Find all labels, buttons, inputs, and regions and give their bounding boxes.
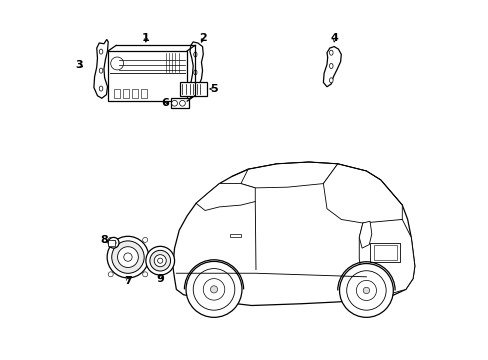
Circle shape (356, 280, 376, 301)
Circle shape (210, 286, 217, 293)
Text: 4: 4 (330, 33, 338, 43)
Bar (108, 51, 187, 101)
Circle shape (108, 272, 113, 277)
Circle shape (110, 57, 123, 70)
Circle shape (117, 247, 138, 267)
Text: 8: 8 (100, 235, 107, 245)
Text: 5: 5 (210, 84, 217, 94)
Ellipse shape (329, 63, 332, 68)
Bar (131, 89, 138, 98)
Polygon shape (172, 162, 414, 306)
Polygon shape (188, 42, 203, 98)
Polygon shape (241, 162, 337, 188)
Bar (230, 234, 241, 237)
Polygon shape (359, 220, 414, 297)
Bar (171, 98, 188, 108)
Ellipse shape (99, 49, 102, 54)
Bar (108, 240, 115, 246)
Circle shape (346, 271, 386, 310)
Circle shape (193, 269, 234, 310)
Polygon shape (359, 221, 371, 248)
Bar (122, 89, 129, 98)
Circle shape (107, 236, 148, 278)
Circle shape (150, 250, 170, 271)
Circle shape (145, 246, 174, 275)
Bar (140, 89, 147, 98)
Circle shape (142, 272, 147, 277)
Text: 9: 9 (156, 274, 164, 284)
Polygon shape (94, 40, 108, 98)
Circle shape (108, 237, 119, 248)
Circle shape (157, 258, 163, 263)
Text: 6: 6 (161, 98, 168, 108)
Bar (373, 245, 396, 260)
Polygon shape (323, 46, 341, 87)
Circle shape (108, 237, 113, 242)
Polygon shape (196, 184, 255, 211)
Text: 7: 7 (124, 276, 132, 286)
Circle shape (363, 287, 369, 294)
Circle shape (203, 279, 224, 300)
Bar (180, 82, 206, 96)
Ellipse shape (193, 52, 197, 57)
Ellipse shape (99, 86, 102, 91)
Polygon shape (323, 164, 402, 225)
Ellipse shape (329, 78, 332, 83)
Circle shape (185, 261, 242, 318)
Ellipse shape (99, 68, 102, 73)
Circle shape (111, 241, 144, 273)
Text: 2: 2 (199, 33, 207, 43)
Circle shape (123, 253, 132, 261)
Ellipse shape (193, 70, 197, 75)
Circle shape (339, 264, 392, 318)
Text: 1: 1 (142, 33, 149, 43)
Bar (369, 243, 400, 262)
Circle shape (171, 100, 177, 106)
Circle shape (179, 100, 185, 106)
Circle shape (154, 255, 166, 267)
Text: 3: 3 (75, 60, 82, 70)
Ellipse shape (329, 50, 332, 55)
Circle shape (142, 237, 147, 242)
Circle shape (111, 240, 116, 245)
Bar (113, 89, 120, 98)
Ellipse shape (193, 88, 197, 93)
